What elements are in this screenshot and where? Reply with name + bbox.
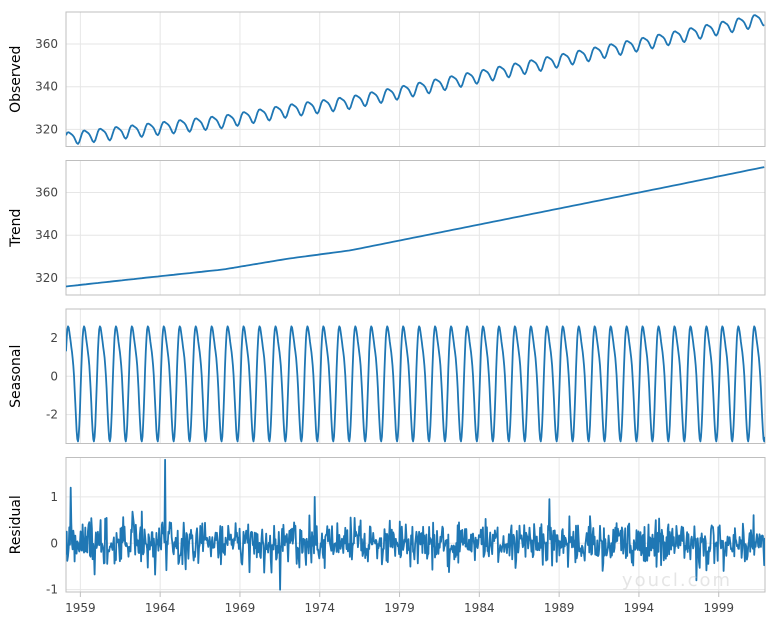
panel-observed: 320 340 360 Observed [8,12,765,147]
ytick-label: 360 [35,186,58,200]
ytick-label: 340 [35,228,58,242]
ylabel-trend: Trend [8,209,24,248]
ytick-label: -1 [46,583,58,597]
ytick-label: 2 [50,331,58,345]
decomposition-svg: 320 340 360 Observed 320 340 360 Trend -2 0 2 Seaso… [0,0,777,632]
ytick-label: 340 [35,80,58,94]
xtick-label: 1984 [464,601,495,615]
xtick-label: 1964 [145,601,176,615]
ylabel-observed: Observed [8,46,24,113]
ytick-label: 360 [35,37,58,51]
ylabel-residual: Residual [8,495,24,554]
ytick-label: 320 [35,271,58,285]
ytick-label: 1 [50,490,58,504]
ytick-label: 320 [35,122,58,136]
xtick-label: 1969 [225,601,256,615]
ytick-label: -2 [46,408,58,422]
ylabel-seasonal: Seasonal [8,345,24,408]
xtick-label: 1994 [624,601,655,615]
panel-trend: 320 340 360 Trend [8,161,765,296]
watermark: youcl.com [622,570,732,591]
ytick-label: 0 [50,369,58,383]
xtick-label: 1989 [544,601,575,615]
xtick-label: 1974 [304,601,335,615]
xtick-label: 1959 [65,601,96,615]
panel-seasonal: -2 0 2 Seasonal [8,309,765,444]
xtick-label: 1999 [703,601,734,615]
xtick-label: 1979 [384,601,415,615]
decomposition-figure: 320 340 360 Observed 320 340 360 Trend -2 0 2 Seaso… [0,0,777,632]
ytick-label: 0 [50,536,58,550]
